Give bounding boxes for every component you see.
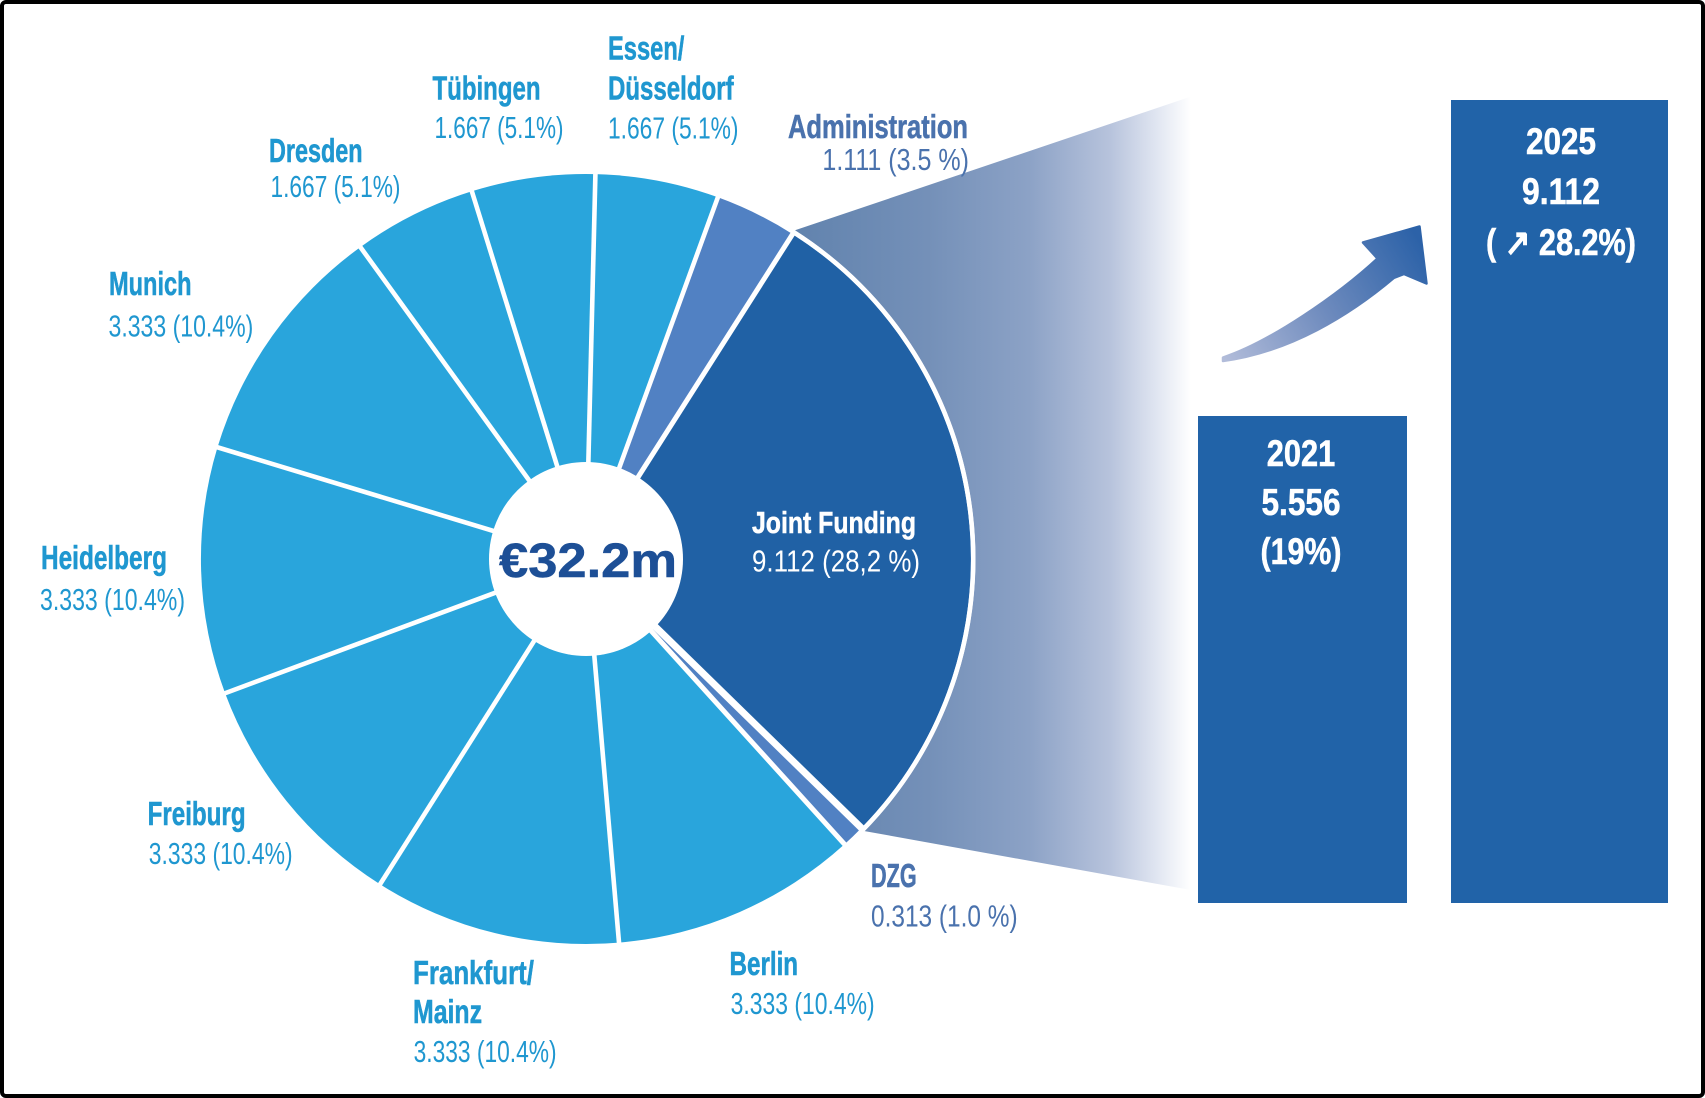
- svg-text:2025: 2025: [1526, 121, 1596, 162]
- svg-text:9.112 (28,2 %): 9.112 (28,2 %): [752, 544, 920, 579]
- svg-text:Mainz: Mainz: [413, 993, 482, 1030]
- svg-text:1.667 (5.1%): 1.667 (5.1%): [271, 169, 401, 204]
- svg-text:3.333 (10.4%): 3.333 (10.4%): [109, 308, 254, 343]
- svg-text:9.112: 9.112: [1522, 171, 1600, 212]
- svg-text:€32.2m: €32.2m: [499, 535, 677, 588]
- svg-text:Administration: Administration: [788, 108, 968, 145]
- svg-text:Joint Funding: Joint Funding: [752, 505, 916, 540]
- svg-text:5.556: 5.556: [1262, 482, 1341, 523]
- svg-text:1.667 (5.1%): 1.667 (5.1%): [608, 111, 739, 146]
- svg-text:3.333 (10.4%): 3.333 (10.4%): [40, 582, 185, 617]
- svg-text:1.667 (5.1%): 1.667 (5.1%): [435, 110, 564, 145]
- svg-text:Munich: Munich: [109, 265, 192, 302]
- svg-text:( ↗ 28.2%): ( ↗ 28.2%): [1486, 222, 1636, 263]
- svg-text:3.333 (10.4%): 3.333 (10.4%): [731, 986, 875, 1021]
- svg-text:DZG: DZG: [871, 857, 917, 894]
- svg-text:3.333 (10.4%): 3.333 (10.4%): [149, 836, 293, 871]
- svg-text:3.333 (10.4%): 3.333 (10.4%): [414, 1034, 557, 1069]
- svg-text:Frankfurt/: Frankfurt/: [413, 954, 534, 991]
- svg-text:Freiburg: Freiburg: [148, 795, 246, 832]
- svg-text:Berlin: Berlin: [730, 945, 799, 982]
- svg-text:Tübingen: Tübingen: [433, 70, 541, 107]
- svg-text:Düsseldorf: Düsseldorf: [608, 70, 734, 107]
- svg-text:1.111 (3.5 %): 1.111 (3.5 %): [822, 142, 969, 177]
- svg-text:Heidelberg: Heidelberg: [41, 539, 167, 576]
- svg-text:0.313 (1.0 %): 0.313 (1.0 %): [871, 899, 1018, 934]
- svg-text:2021: 2021: [1267, 433, 1336, 474]
- svg-text:Dresden: Dresden: [269, 132, 363, 169]
- svg-text:Essen/: Essen/: [608, 30, 684, 67]
- svg-text:(19%): (19%): [1261, 531, 1342, 572]
